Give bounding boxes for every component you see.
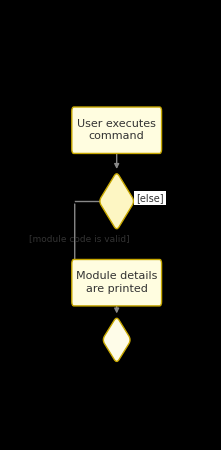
PathPatch shape [100,174,133,229]
Text: Module details
are printed: Module details are printed [76,271,157,294]
Text: [else]: [else] [136,193,164,203]
Text: [module code is valid]: [module code is valid] [29,234,130,243]
PathPatch shape [103,318,130,361]
FancyBboxPatch shape [72,107,162,153]
FancyBboxPatch shape [72,260,162,306]
Text: User executes
command: User executes command [77,119,156,141]
